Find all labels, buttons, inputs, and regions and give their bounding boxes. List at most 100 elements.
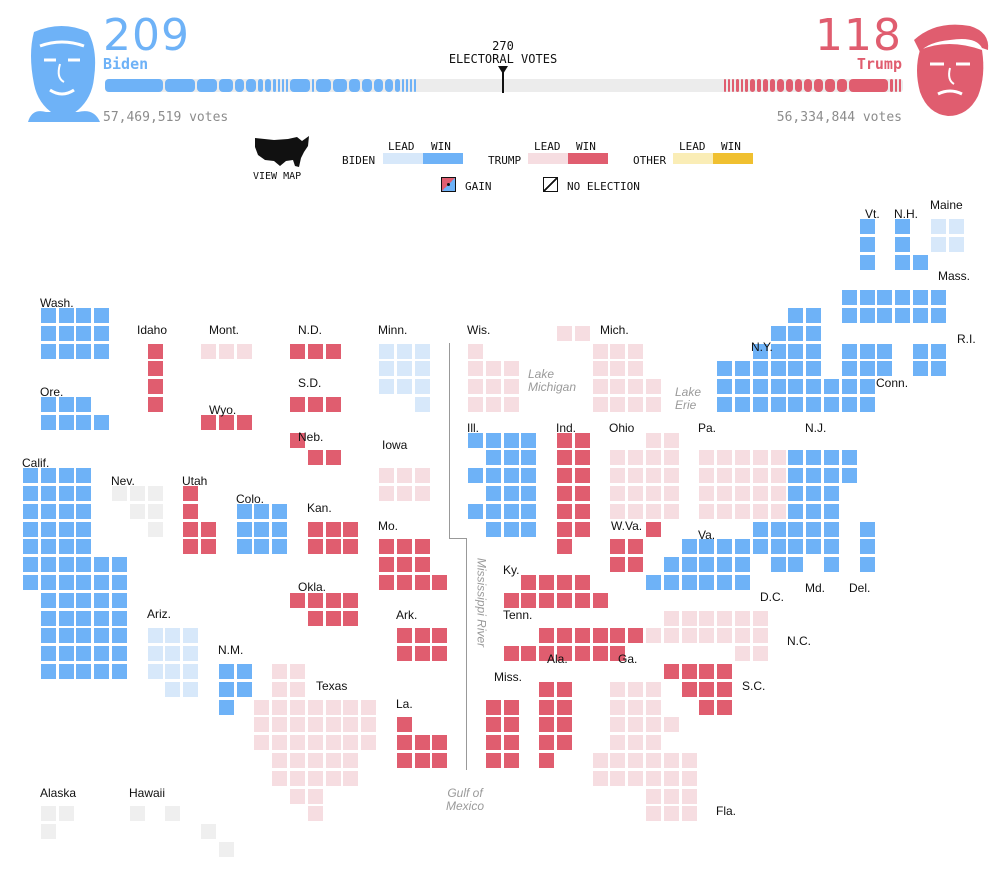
- state-tile[interactable]: [182, 520, 200, 538]
- state-tile[interactable]: [698, 574, 716, 591]
- state-tile[interactable]: [22, 485, 39, 502]
- state-tile[interactable]: [858, 520, 876, 538]
- state-tile[interactable]: [645, 502, 662, 520]
- state-tile[interactable]: [39, 413, 57, 431]
- state-tile[interactable]: [840, 467, 858, 485]
- state-tile[interactable]: [289, 342, 306, 360]
- state-tile[interactable]: [39, 467, 57, 485]
- state-tile[interactable]: [413, 360, 431, 378]
- state-tile[interactable]: [484, 502, 502, 520]
- state-tile[interactable]: [751, 396, 769, 413]
- state-tile[interactable]: [609, 734, 627, 752]
- state-tile[interactable]: [823, 449, 840, 467]
- state-tile[interactable]: [324, 342, 342, 360]
- state-tile[interactable]: [342, 752, 360, 769]
- state-tile[interactable]: [556, 431, 573, 449]
- state-tile[interactable]: [769, 342, 787, 360]
- state-tile[interactable]: [858, 235, 876, 253]
- state-tile[interactable]: [57, 520, 75, 538]
- state-tile[interactable]: [769, 378, 787, 396]
- state-tile[interactable]: [662, 609, 680, 627]
- state-tile[interactable]: [128, 805, 146, 823]
- state-tile[interactable]: [75, 574, 93, 591]
- state-tile[interactable]: [716, 538, 734, 556]
- state-tile[interactable]: [342, 734, 360, 752]
- state-tile[interactable]: [609, 716, 627, 734]
- state-tile[interactable]: [93, 574, 111, 591]
- state-tile[interactable]: [716, 467, 734, 485]
- state-tile[interactable]: [164, 645, 182, 663]
- state-tile[interactable]: [680, 805, 698, 823]
- state-tile[interactable]: [431, 734, 449, 752]
- state-tile[interactable]: [75, 467, 93, 485]
- state-tile[interactable]: [520, 502, 538, 520]
- state-tile[interactable]: [182, 485, 200, 502]
- state-tile[interactable]: [39, 805, 57, 823]
- state-tile[interactable]: [609, 752, 627, 769]
- state-tile[interactable]: [111, 556, 128, 574]
- state-tile[interactable]: [395, 485, 413, 502]
- state-tile[interactable]: [805, 378, 823, 396]
- state-tile[interactable]: [787, 449, 805, 467]
- state-tile[interactable]: [378, 556, 395, 574]
- state-tile[interactable]: [360, 716, 378, 734]
- state-tile[interactable]: [858, 360, 876, 378]
- state-tile[interactable]: [591, 752, 609, 769]
- state-tile[interactable]: [662, 787, 680, 805]
- state-tile[interactable]: [573, 431, 591, 449]
- state-tile[interactable]: [467, 342, 484, 360]
- state-tile[interactable]: [734, 556, 751, 574]
- state-tile[interactable]: [627, 360, 645, 378]
- state-tile[interactable]: [57, 307, 75, 324]
- state-tile[interactable]: [271, 734, 289, 752]
- state-tile[interactable]: [538, 680, 556, 698]
- state-tile[interactable]: [484, 449, 502, 467]
- state-tile[interactable]: [502, 698, 520, 716]
- state-tile[interactable]: [573, 502, 591, 520]
- state-tile[interactable]: [146, 342, 164, 360]
- state-tile[interactable]: [947, 218, 965, 235]
- state-tile[interactable]: [609, 502, 627, 520]
- state-tile[interactable]: [769, 538, 787, 556]
- state-tile[interactable]: [39, 627, 57, 645]
- state-tile[interactable]: [395, 752, 413, 769]
- state-tile[interactable]: [805, 467, 823, 485]
- state-tile[interactable]: [698, 538, 716, 556]
- state-tile[interactable]: [75, 396, 93, 413]
- state-tile[interactable]: [217, 698, 235, 716]
- state-tile[interactable]: [556, 734, 573, 752]
- state-tile[interactable]: [289, 787, 306, 805]
- state-tile[interactable]: [235, 538, 253, 556]
- state-tile[interactable]: [200, 538, 217, 556]
- state-tile[interactable]: [556, 485, 573, 502]
- state-tile[interactable]: [751, 520, 769, 538]
- state-tile[interactable]: [324, 591, 342, 609]
- state-tile[interactable]: [573, 485, 591, 502]
- state-tile[interactable]: [164, 805, 182, 823]
- state-tile[interactable]: [662, 716, 680, 734]
- state-tile[interactable]: [538, 574, 556, 591]
- state-tile[interactable]: [609, 396, 627, 413]
- state-tile[interactable]: [502, 449, 520, 467]
- state-tile[interactable]: [235, 342, 253, 360]
- state-tile[interactable]: [645, 769, 662, 787]
- state-tile[interactable]: [502, 396, 520, 413]
- state-tile[interactable]: [840, 396, 858, 413]
- state-tile[interactable]: [858, 289, 876, 307]
- state-tile[interactable]: [751, 360, 769, 378]
- state-tile[interactable]: [662, 752, 680, 769]
- state-tile[interactable]: [520, 591, 538, 609]
- state-tile[interactable]: [627, 378, 645, 396]
- state-tile[interactable]: [573, 574, 591, 591]
- state-tile[interactable]: [556, 591, 573, 609]
- state-tile[interactable]: [556, 698, 573, 716]
- state-tile[interactable]: [467, 467, 484, 485]
- state-tile[interactable]: [39, 823, 57, 841]
- state-tile[interactable]: [556, 574, 573, 591]
- state-tile[interactable]: [413, 752, 431, 769]
- state-tile[interactable]: [769, 449, 787, 467]
- state-tile[interactable]: [271, 698, 289, 716]
- state-tile[interactable]: [947, 235, 965, 253]
- state-tile[interactable]: [93, 342, 111, 360]
- state-tile[interactable]: [716, 680, 734, 698]
